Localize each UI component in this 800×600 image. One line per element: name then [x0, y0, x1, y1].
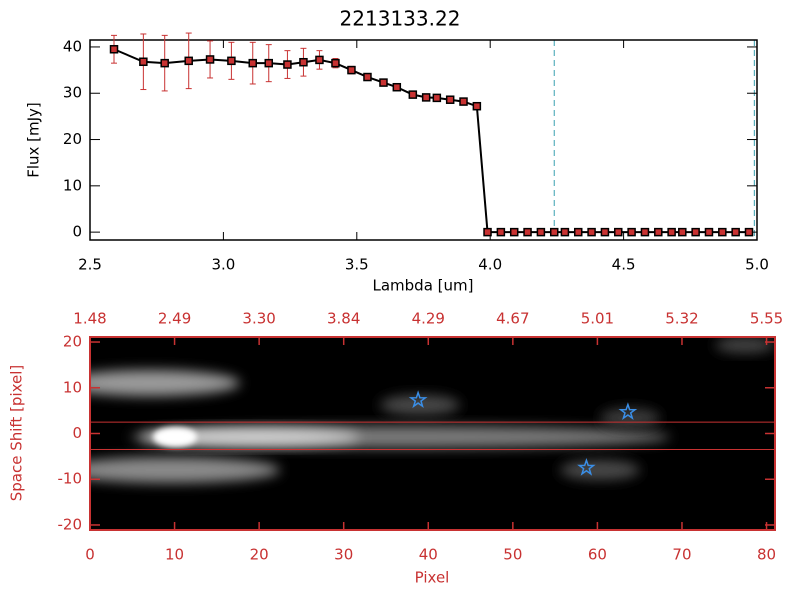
data-point — [627, 227, 636, 237]
data-point — [573, 227, 583, 237]
chart-title: 2213133.22 — [340, 7, 461, 31]
data-point — [248, 58, 257, 68]
x-axis-label: Pixel — [415, 569, 450, 587]
blob — [560, 460, 640, 480]
x-tick-label: 3.0 — [211, 256, 235, 274]
data-point — [509, 227, 519, 237]
data-point — [160, 58, 169, 68]
x-tick-label: 30 — [334, 546, 353, 564]
data-point — [496, 227, 506, 237]
data-point — [264, 58, 274, 68]
x2-tick-label: 3.84 — [327, 310, 360, 328]
data-point — [315, 55, 324, 65]
x2-tick-label: 4.29 — [412, 310, 445, 328]
y-axis-label: Space Shift [pixel] — [8, 365, 26, 502]
data-point — [227, 56, 236, 66]
data-point — [347, 65, 356, 75]
data-point — [691, 227, 700, 237]
data-point — [614, 227, 623, 237]
data-point — [472, 101, 482, 111]
x2-tick-label: 4.67 — [496, 310, 529, 328]
data-point — [459, 97, 468, 106]
y-tick-label: -10 — [58, 470, 83, 488]
x-tick-label: 4.5 — [612, 256, 636, 274]
y-tick-label: 40 — [63, 37, 82, 55]
blob — [90, 457, 280, 483]
y-tick-label: 30 — [63, 84, 82, 102]
star-marker — [577, 457, 596, 476]
x2-tick-label: 3.30 — [242, 310, 275, 328]
y-axis-label: Flux [mJy] — [25, 102, 43, 178]
blob — [140, 428, 360, 446]
data-point — [704, 227, 714, 237]
y-tick-label: 20 — [63, 333, 82, 351]
data-point — [549, 227, 559, 237]
x-axis-label: Lambda [um] — [373, 277, 474, 295]
x-tick-label: 10 — [165, 546, 184, 564]
data-point — [587, 227, 596, 237]
data-point — [408, 90, 418, 99]
blob — [715, 337, 775, 353]
x-tick-label: 80 — [757, 546, 776, 564]
x-tick-label: 50 — [503, 546, 522, 564]
x-tick-label: 5.0 — [745, 256, 769, 274]
y-tick-label: 0 — [72, 424, 82, 442]
x-tick-label: 20 — [250, 546, 269, 564]
blob — [90, 370, 240, 396]
y-tick-label: 0 — [72, 223, 82, 241]
data-point — [363, 72, 372, 82]
x-tick-label: 40 — [419, 546, 438, 564]
data-point — [523, 227, 532, 237]
data-point — [640, 227, 650, 237]
blob — [153, 427, 197, 447]
data-point — [654, 227, 663, 237]
data-point — [600, 227, 610, 237]
x2-tick-label: 5.55 — [750, 310, 783, 328]
star-marker — [618, 402, 638, 420]
data-point — [744, 227, 754, 237]
data-point — [379, 78, 388, 87]
y-tick-label: 10 — [63, 378, 82, 396]
data-point — [667, 227, 676, 237]
x2-tick-label: 2.49 — [158, 310, 191, 328]
data-point — [718, 227, 727, 237]
x-tick-label: 60 — [588, 546, 607, 564]
data-point — [678, 227, 687, 237]
data-point — [731, 227, 740, 237]
data-point — [205, 55, 215, 64]
x2-tick-label: 5.32 — [665, 310, 698, 328]
data-point — [331, 58, 340, 68]
data-point — [432, 93, 442, 103]
x-tick-label: 0 — [85, 546, 95, 564]
data-point — [392, 82, 402, 92]
star-marker — [408, 390, 428, 409]
data-point — [139, 57, 148, 67]
data-point — [445, 95, 455, 104]
x2-tick-label: 5.01 — [581, 310, 614, 328]
y-tick-label: 20 — [63, 130, 82, 148]
data-point — [536, 227, 546, 237]
blob — [600, 408, 660, 428]
y-tick-label: -20 — [58, 515, 83, 533]
data-point — [184, 56, 193, 66]
data-point — [299, 57, 308, 67]
x-tick-label: 4.0 — [478, 256, 502, 274]
data-point — [560, 227, 570, 237]
x-tick-label: 70 — [672, 546, 691, 564]
data-point — [421, 93, 431, 102]
data-point — [483, 227, 492, 237]
data-point — [283, 60, 292, 69]
plot-frame — [89, 39, 758, 241]
y-tick-label: 10 — [63, 176, 82, 194]
x-tick-label: 3.5 — [345, 256, 369, 274]
data-point — [109, 45, 119, 54]
data-line — [113, 48, 749, 234]
x2-tick-label: 1.48 — [73, 310, 106, 328]
x-tick-label: 2.5 — [78, 256, 102, 274]
